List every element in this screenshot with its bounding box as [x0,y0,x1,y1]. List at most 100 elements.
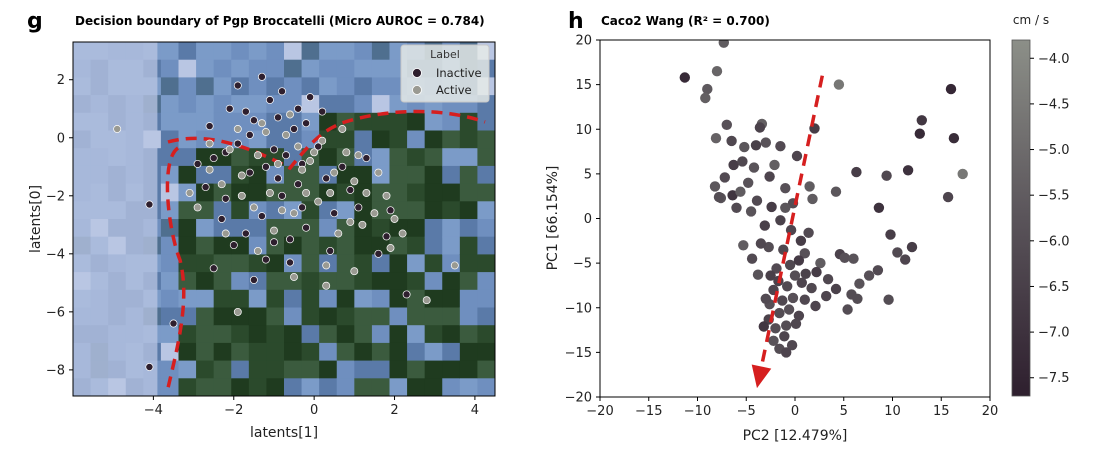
region-cell [371,59,391,78]
scatter-points-h [679,40,968,358]
point-inactive [330,209,339,218]
region-cell [301,42,320,61]
point-inactive [270,145,278,154]
x-ticks-g: −4 −2 0 2 4 [144,396,479,418]
region-cell [459,342,479,362]
region-cell [407,307,426,326]
colorbar-tick-label: −7.5 [1038,371,1070,386]
region-cell [389,342,408,362]
point-active [310,148,319,157]
region-cell [284,342,303,362]
point-caco2 [758,321,769,332]
region-cell [477,112,495,132]
region-cell [266,272,285,291]
point-active [270,226,278,235]
point-active [290,209,298,218]
point-active [225,145,234,154]
point-caco2 [770,323,781,334]
region-cell [336,59,355,78]
point-caco2 [873,202,885,213]
region-cell [301,201,320,220]
region-cell [459,148,479,167]
region-cell [477,378,495,396]
region-cell [231,289,250,309]
point-inactive [346,186,355,194]
axes-frame-g [72,41,496,397]
region-cell [213,272,232,291]
point-caco2 [743,177,754,188]
region-cell [248,289,268,309]
x-tick-label: 10 [884,404,901,419]
point-active [322,281,331,290]
region-cell [160,272,180,291]
point-active [386,244,395,252]
region-cell [442,272,461,291]
point-caco2 [755,238,767,249]
point-caco2 [842,304,853,315]
region-cell [424,112,443,132]
region-cell [459,360,479,379]
point-caco2 [786,340,798,351]
region-cell [248,378,268,396]
region-cell [424,378,443,396]
region-cell [248,95,268,114]
point-caco2 [807,193,818,205]
point-caco2 [799,294,810,305]
trend-arrow-shaft [759,75,825,367]
region-cell [371,325,391,344]
trend-arrow-head [751,364,772,389]
point-active [237,171,246,180]
region-cell [319,77,338,96]
point-caco2 [781,320,792,331]
point-inactive [249,116,258,125]
point-inactive [169,319,178,328]
point-inactive [354,203,363,212]
region-cell [213,342,232,362]
region-cell [477,307,495,326]
region-cell [336,272,355,291]
region-cell [389,130,408,149]
point-inactive [249,275,258,284]
point-inactive [257,212,266,221]
region-cell [160,342,180,362]
point-active [205,139,214,148]
region-cell [459,201,479,220]
region-cell [213,378,232,396]
region-cell [196,325,215,344]
point-inactive [261,162,270,171]
region-cell [319,360,338,379]
region-cell [354,325,373,344]
region-cell [301,219,320,238]
region-cell [196,59,215,78]
region-cell [196,378,215,396]
point-inactive [338,162,347,171]
region-cell [266,130,285,149]
region-cell [231,272,250,291]
point-active [257,119,266,128]
region-cell [371,42,391,61]
x-tick-label: −2 [224,403,243,418]
point-caco2 [781,347,792,358]
region-cell [477,254,495,273]
region-cell [336,289,355,309]
point-caco2 [872,265,884,276]
region-cell [442,236,461,255]
colorbar-gradient [1011,39,1031,397]
point-caco2 [754,122,766,133]
legend-label-inactive: Inactive [436,66,482,80]
region-cell [301,77,320,96]
region-cell [407,378,426,396]
point-caco2 [782,281,793,292]
region-cell [248,360,268,379]
point-caco2 [760,293,771,304]
point-inactive [278,191,286,200]
point-active [382,191,391,200]
point-caco2 [830,283,842,295]
point-active [318,136,327,145]
point-inactive [205,122,214,131]
panel-letter-h: h [568,9,584,34]
region-cell [160,165,180,185]
region-cell [371,360,391,379]
region-cell [354,130,373,149]
region-cell [459,307,479,326]
